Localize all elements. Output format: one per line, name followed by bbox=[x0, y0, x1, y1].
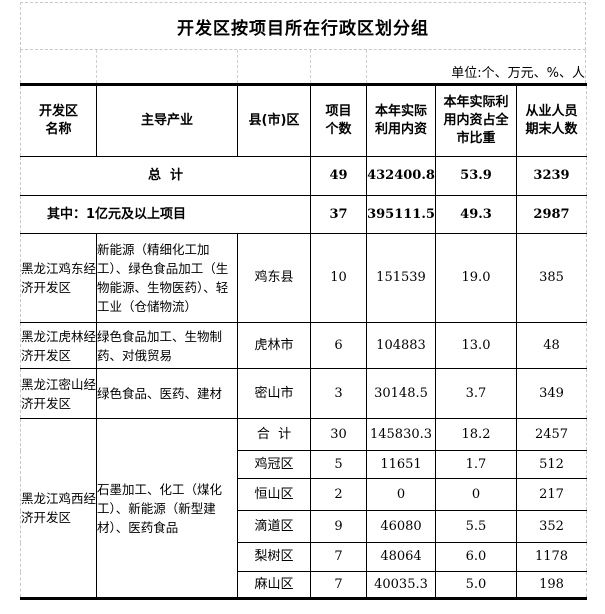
table-title: 开发区按项目所在行政区划分组 bbox=[20, 2, 586, 50]
zone-employees: 48 bbox=[516, 322, 587, 369]
unit-label: 单位:个、万元、%、人 bbox=[451, 66, 585, 81]
district-employees: 198 bbox=[516, 571, 587, 600]
table-row: 黑龙江密山经济开发区 绿色食品、医药、建材 密山市 3 30148.5 3.7 … bbox=[20, 368, 587, 419]
total-employees: 3239 bbox=[516, 156, 587, 196]
district-investment: 48064 bbox=[366, 542, 436, 572]
zone-name: 黑龙江虎林经济开发区 bbox=[20, 322, 97, 369]
zone-name: 黑龙江密山经济开发区 bbox=[20, 368, 97, 419]
zone-investment: 104883 bbox=[366, 322, 436, 369]
header-zone-name: 开发区名称 bbox=[20, 83, 97, 157]
zone-county: 鸡东县 bbox=[237, 233, 311, 323]
district-employees: 217 bbox=[516, 478, 587, 511]
district-share: 1.7 bbox=[435, 450, 517, 479]
zone-industry: 绿色食品、医药、建材 bbox=[96, 368, 238, 419]
district-count: 2 bbox=[310, 478, 367, 511]
district-name: 梨树区 bbox=[237, 542, 311, 572]
district-count: 9 bbox=[310, 510, 367, 543]
total-count: 49 bbox=[310, 156, 367, 196]
district-investment: 145830.3 bbox=[366, 418, 436, 451]
unit-row: 单位:个、万元、%、人 bbox=[20, 50, 586, 83]
zone-name: 黑龙江鸡东经济开发区 bbox=[20, 233, 97, 323]
above-100m-share: 49.3 bbox=[435, 195, 517, 234]
table-row: 黑龙江虎林经济开发区 绿色食品加工、生物制药、对俄贸易 虎林市 6 104883… bbox=[20, 322, 587, 369]
table-row: 黑龙江鸡东经济开发区 新能源（精细化工加工）、绿色食品加工（生物能源、生物医药）… bbox=[20, 233, 587, 323]
above-100m-row: 其中：1亿元及以上项目 37 395111.5 49.3 2987 bbox=[20, 195, 587, 234]
above-100m-employees: 2987 bbox=[516, 195, 587, 234]
district-share: 5.0 bbox=[435, 571, 517, 600]
district-name: 合 计 bbox=[237, 418, 311, 451]
zone-count: 10 bbox=[310, 233, 367, 323]
district-count: 5 bbox=[310, 450, 367, 479]
zone-county: 虎林市 bbox=[237, 322, 311, 369]
zone-employees: 385 bbox=[516, 233, 587, 323]
total-label: 总 计 bbox=[20, 156, 311, 196]
header-employees: 从业人员期末人数 bbox=[516, 83, 587, 157]
district-investment: 40035.3 bbox=[366, 571, 436, 600]
district-share: 5.5 bbox=[435, 510, 517, 543]
above-100m-count: 37 bbox=[310, 195, 367, 234]
zone-industry: 新能源（精细化工加工）、绿色食品加工（生物能源、生物医药）、轻工业（仓储物流） bbox=[96, 233, 238, 323]
zone-investment: 30148.5 bbox=[366, 368, 436, 419]
district-employees: 1178 bbox=[516, 542, 587, 572]
header-county: 县(市)区 bbox=[237, 83, 311, 157]
district-employees: 352 bbox=[516, 510, 587, 543]
district-share: 0 bbox=[435, 478, 517, 511]
district-investment: 11651 bbox=[366, 450, 436, 479]
total-row: 总 计 49 432400.8 53.9 3239 bbox=[20, 156, 587, 196]
zone-investment: 151539 bbox=[366, 233, 436, 323]
zone-industry: 绿色食品加工、生物制药、对俄贸易 bbox=[96, 322, 238, 369]
district-count: 30 bbox=[310, 418, 367, 451]
data-table: 开发区名称 主导产业 县(市)区 项目个数 本年实际利用内资 本年实际利用内资占… bbox=[20, 83, 587, 600]
district-name: 滴道区 bbox=[237, 510, 311, 543]
zone-employees: 349 bbox=[516, 368, 587, 419]
total-share: 53.9 bbox=[435, 156, 517, 196]
header-count: 项目个数 bbox=[310, 83, 367, 157]
zone-share: 13.0 bbox=[435, 322, 517, 369]
district-share: 18.2 bbox=[435, 418, 517, 451]
table-row: 麻山区 7 40035.3 5.0 198 bbox=[21, 571, 587, 600]
zone-share: 19.0 bbox=[435, 233, 517, 323]
district-investment: 46080 bbox=[366, 510, 436, 543]
district-count: 7 bbox=[310, 542, 367, 572]
total-investment: 432400.8 bbox=[366, 156, 436, 196]
district-share: 6.0 bbox=[435, 542, 517, 572]
zone-count: 6 bbox=[310, 322, 367, 369]
zone-count: 3 bbox=[310, 368, 367, 419]
header-investment: 本年实际利用内资 bbox=[366, 83, 436, 157]
table-row: 黑龙江鸡西经济开发区 石墨加工、化工（煤化工）、新能源（新型建材）、医药食品 合… bbox=[20, 418, 587, 600]
zone-county: 密山市 bbox=[237, 368, 311, 419]
district-name: 麻山区 bbox=[237, 571, 311, 600]
zone-name: 黑龙江鸡西经济开发区 bbox=[20, 418, 97, 600]
table-row: 鸡冠区 5 11651 1.7 512 bbox=[21, 450, 587, 479]
header-industry: 主导产业 bbox=[96, 83, 238, 157]
above-100m-investment: 395111.5 bbox=[366, 195, 436, 234]
district-name: 鸡冠区 bbox=[237, 450, 311, 479]
above-100m-label: 其中：1亿元及以上项目 bbox=[20, 195, 311, 234]
zone-industry: 石墨加工、化工（煤化工）、新能源（新型建材）、医药食品 bbox=[96, 418, 238, 600]
district-name: 恒山区 bbox=[237, 478, 311, 511]
header-row: 开发区名称 主导产业 县(市)区 项目个数 本年实际利用内资 本年实际利用内资占… bbox=[20, 83, 587, 157]
zone-share: 3.7 bbox=[435, 368, 517, 419]
district-count: 7 bbox=[310, 571, 367, 600]
district-employees: 2457 bbox=[516, 418, 587, 451]
table-row: 滴道区 9 46080 5.5 352 bbox=[21, 510, 587, 543]
header-share: 本年实际利用内资占全市比重 bbox=[435, 83, 517, 157]
district-employees: 512 bbox=[516, 450, 587, 479]
statistics-sheet: 开发区按项目所在行政区划分组 单位:个、万元、%、人 开发区名称 主导产业 县(… bbox=[20, 2, 587, 600]
district-investment: 0 bbox=[366, 478, 436, 511]
